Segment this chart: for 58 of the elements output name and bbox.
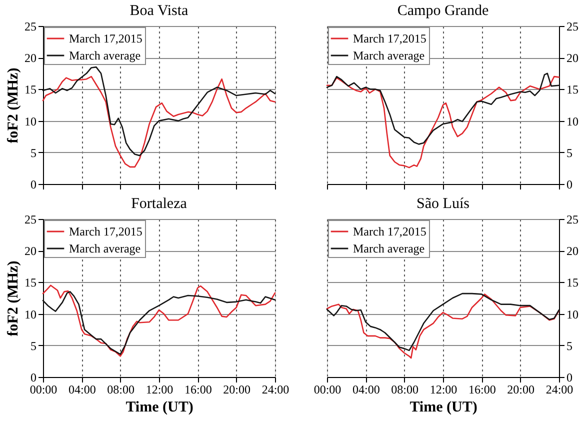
legend-label: March 17,2015 [353, 32, 426, 46]
x-tick-label: 16:00 [184, 382, 212, 396]
y-tick-label: 20 [24, 51, 36, 66]
y-tick-label: 15 [24, 82, 36, 97]
legend-label: March average [69, 242, 141, 256]
x-tick-label: 00:00 [314, 382, 342, 396]
chart-title: Boa Vista [130, 3, 189, 19]
legend-label: March 17,2015 [69, 32, 142, 46]
chart-title: São Luís [416, 196, 470, 212]
y-tick-label: 0 [566, 178, 572, 192]
line-series [326, 76, 560, 168]
chart-title: Fortaleza [131, 196, 188, 212]
y-tick-label: 0 [566, 370, 572, 384]
line-series [42, 66, 276, 156]
y-tick-label: 25 [566, 20, 578, 34]
line-series [326, 72, 560, 145]
y-tick-label: 0 [30, 178, 36, 192]
x-tick-label: 24:00 [546, 382, 574, 396]
y-tick-label: 10 [24, 307, 36, 322]
y-axis-title: foF2 (MHz) [6, 68, 22, 144]
line-series [42, 76, 276, 168]
y-tick-label: 0 [30, 370, 36, 384]
x-tick-label: 00:00 [30, 382, 58, 396]
x-tick-label: 24:00 [262, 382, 290, 396]
y-axis-title: foF2 (MHz) [6, 260, 22, 336]
y-tick-label: 10 [566, 307, 578, 322]
chart-title: Campo Grande [397, 3, 489, 19]
y-tick-label: 15 [566, 82, 578, 97]
x-tick-label: 20:00 [507, 382, 535, 396]
legend-label: March average [353, 242, 425, 256]
y-tick-label: 5 [30, 338, 36, 353]
x-tick-label: 20:00 [223, 382, 251, 396]
y-tick-label: 10 [24, 114, 36, 128]
x-axis-title: Time (UT) [410, 400, 478, 416]
legend-label: March 17,2015 [69, 224, 142, 238]
y-tick-label: 5 [566, 338, 572, 353]
y-tick-label: 5 [566, 146, 572, 160]
y-tick-label: 25 [24, 212, 36, 226]
x-tick-label: 16:00 [468, 382, 496, 396]
x-tick-label: 04:00 [68, 382, 96, 396]
x-tick-label: 12:00 [430, 382, 458, 396]
y-tick-label: 15 [566, 276, 578, 290]
legend-label: March average [353, 48, 425, 62]
x-tick-label: 12:00 [146, 382, 174, 396]
y-tick-label: 20 [24, 244, 36, 258]
y-tick-label: 15 [24, 276, 36, 290]
y-tick-label: 25 [24, 20, 36, 34]
x-axis-title: Time (UT) [126, 400, 194, 416]
legend-label: March average [69, 48, 141, 62]
y-tick-label: 5 [30, 146, 36, 160]
y-tick-label: 20 [566, 51, 578, 66]
x-tick-label: 08:00 [107, 382, 135, 396]
legend-label: March 17,2015 [353, 224, 426, 238]
x-tick-label: 08:00 [391, 382, 419, 396]
x-tick-label: 04:00 [352, 382, 380, 396]
y-tick-label: 20 [566, 244, 578, 258]
y-tick-label: 10 [566, 114, 578, 128]
y-tick-label: 25 [566, 212, 578, 226]
